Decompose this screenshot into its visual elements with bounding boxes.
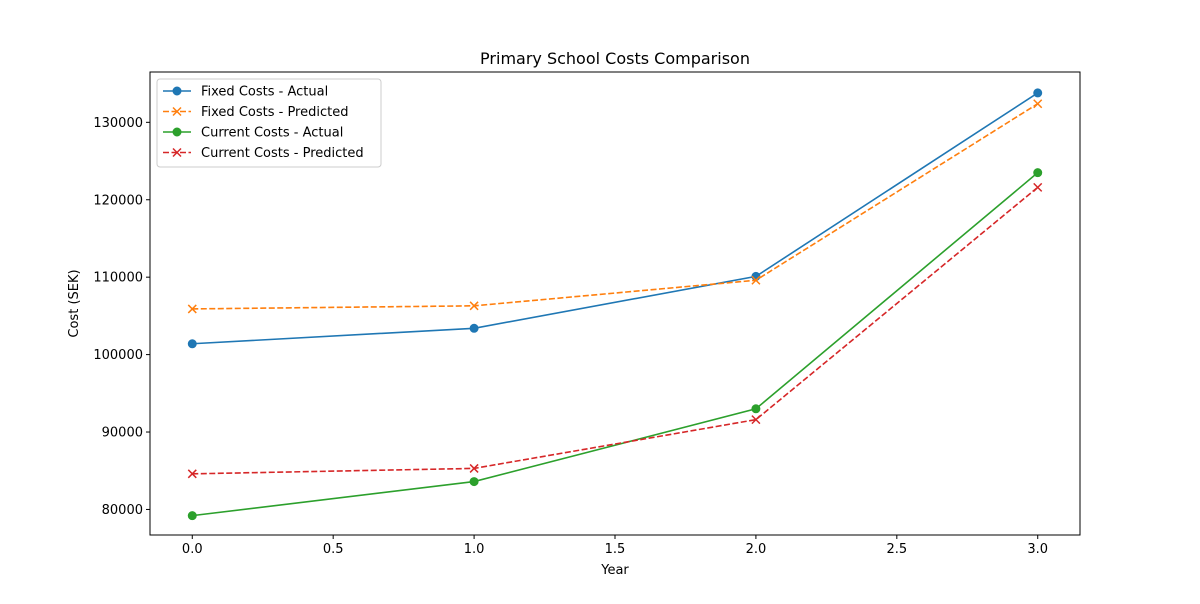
- legend-marker: [172, 127, 182, 137]
- x-tick-label: 2.5: [886, 542, 907, 557]
- y-tick-label: 110000: [93, 271, 143, 286]
- data-point: [187, 304, 197, 314]
- legend-label: Current Costs - Predicted: [201, 146, 364, 161]
- legend-label: Fixed Costs - Actual: [201, 85, 328, 100]
- series-line: [192, 172, 1039, 517]
- legend-marker: [172, 106, 182, 117]
- chart-title: Primary School Costs Comparison: [480, 49, 750, 68]
- data-point: [1033, 99, 1043, 109]
- data-point: [469, 301, 479, 311]
- data-point: [187, 469, 197, 479]
- data-point: [751, 404, 761, 414]
- data-point: [469, 477, 479, 487]
- series-layer: [187, 88, 1043, 521]
- series-fixed-costs-predicted: [187, 99, 1043, 314]
- series-line: [192, 186, 1039, 475]
- series-line: [192, 92, 1039, 345]
- legend-entry: Current Costs - Predicted: [163, 146, 364, 161]
- data-point: [1033, 182, 1043, 192]
- legend-marker: [172, 86, 182, 96]
- series-line: [192, 103, 1039, 310]
- x-tick-label: 1.0: [464, 542, 485, 557]
- legend: Fixed Costs - Actual Fixed Costs - Predic…: [156, 78, 382, 168]
- data-point: [1033, 168, 1043, 178]
- x-tick-label: 2.0: [746, 542, 767, 557]
- x-axis: 0.0 0.5 1.0 1.5 2.0 2.5 3.0: [182, 535, 1048, 557]
- legend-entry: Fixed Costs - Actual: [163, 85, 328, 100]
- y-tick-label: 90000: [102, 426, 143, 441]
- data-point: [469, 323, 479, 333]
- x-axis-title: Year: [600, 563, 629, 578]
- data-point: [751, 415, 761, 425]
- y-axis: 80000 90000 100000 110000 120000 130000: [93, 116, 150, 518]
- data-point: [751, 271, 761, 281]
- legend-entry: Current Costs - Actual: [163, 126, 343, 141]
- y-tick-label: 80000: [102, 503, 143, 518]
- x-tick-label: 3.0: [1027, 542, 1048, 557]
- legend-label: Fixed Costs - Predicted: [201, 105, 348, 120]
- series-current-costs-predicted: [187, 182, 1043, 479]
- data-point: [187, 511, 197, 521]
- x-tick-label: 1.5: [605, 542, 626, 557]
- legend-marker: [172, 147, 182, 158]
- legend-frame: [156, 78, 382, 168]
- data-point: [469, 463, 479, 473]
- y-tick-label: 120000: [93, 193, 143, 208]
- x-tick-label: 0.5: [323, 542, 344, 557]
- y-axis-title: Cost (SEK): [67, 269, 82, 337]
- legend-entry: Fixed Costs - Predicted: [163, 105, 348, 120]
- y-tick-label: 100000: [93, 348, 143, 363]
- x-tick-label: 0.0: [182, 542, 203, 557]
- series-current-costs-actual: [187, 168, 1043, 521]
- data-point: [751, 275, 761, 285]
- data-point: [1033, 88, 1043, 98]
- data-point: [187, 339, 197, 349]
- legend-label: Current Costs - Actual: [201, 126, 343, 141]
- y-tick-label: 130000: [93, 116, 143, 131]
